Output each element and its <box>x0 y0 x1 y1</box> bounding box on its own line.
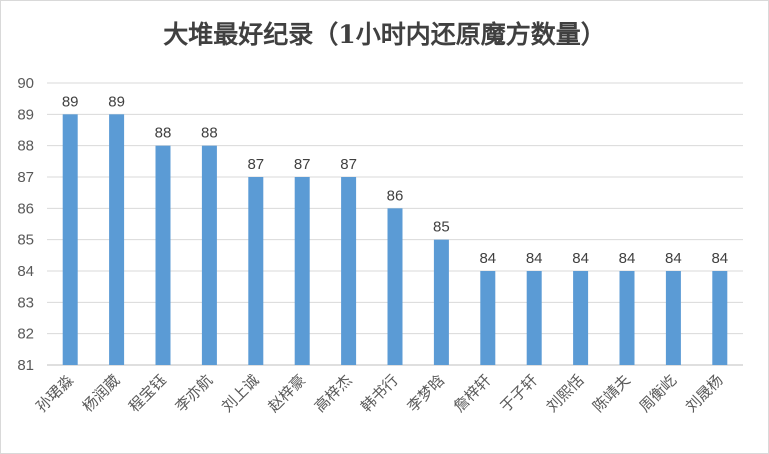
data-label: 89 <box>62 93 79 110</box>
bar <box>573 271 589 365</box>
bar <box>619 271 635 365</box>
category-label: 高梓杰 <box>311 371 356 416</box>
category-label: 刘上诚 <box>218 371 263 416</box>
y-tick-label: 87 <box>17 169 34 186</box>
data-label: 84 <box>479 250 496 267</box>
data-label: 84 <box>572 250 589 267</box>
bar <box>433 239 449 365</box>
bar <box>480 271 496 365</box>
bar <box>341 177 357 365</box>
category-label: 陈靖夫 <box>589 371 634 416</box>
category-label: 孙珺淼 <box>32 371 77 416</box>
data-label: 88 <box>155 125 172 142</box>
category-label: 于子轩 <box>496 371 541 416</box>
category-label: 詹梓轩 <box>450 371 495 416</box>
bar <box>294 177 310 365</box>
category-label: 李亦航 <box>172 371 217 416</box>
data-label: 84 <box>619 250 636 267</box>
data-label: 87 <box>294 156 311 173</box>
chart-title: 大堆最好纪录（1小时内还原魔方数量） <box>163 20 606 49</box>
bar <box>712 271 728 365</box>
category-label: 李梦晗 <box>404 371 449 416</box>
y-tick-label: 84 <box>17 263 34 280</box>
bar <box>201 145 217 365</box>
category-label: 刘熙恬 <box>543 371 588 416</box>
category-label: 程宝钰 <box>125 371 170 416</box>
category-label: 刘晟杨 <box>682 371 727 416</box>
bar <box>665 271 681 365</box>
data-label: 85 <box>433 219 450 236</box>
category-label: 赵梓豪 <box>264 371 309 416</box>
data-label: 84 <box>711 250 728 267</box>
category-label: 杨润葳 <box>79 371 124 416</box>
data-label: 87 <box>247 156 264 173</box>
bar <box>62 114 78 365</box>
bar <box>387 208 403 365</box>
y-tick-label: 82 <box>17 326 34 343</box>
data-label: 84 <box>526 250 543 267</box>
y-tick-label: 90 <box>17 75 34 92</box>
category-label: 韩书行 <box>357 371 402 416</box>
data-label: 86 <box>387 187 404 204</box>
y-tick-label: 89 <box>17 106 34 123</box>
bar <box>155 145 171 365</box>
category-label: 周衡屹 <box>636 371 681 416</box>
y-tick-label: 81 <box>17 357 34 374</box>
bar <box>109 114 125 365</box>
data-label: 88 <box>201 125 218 142</box>
bar <box>248 177 264 365</box>
y-tick-label: 88 <box>17 138 34 155</box>
data-label: 87 <box>340 156 357 173</box>
data-label: 84 <box>665 250 682 267</box>
y-tick-label: 83 <box>17 294 34 311</box>
y-tick-label: 86 <box>17 200 34 217</box>
data-label: 89 <box>108 93 125 110</box>
y-tick-label: 85 <box>17 232 34 249</box>
bar <box>526 271 542 365</box>
